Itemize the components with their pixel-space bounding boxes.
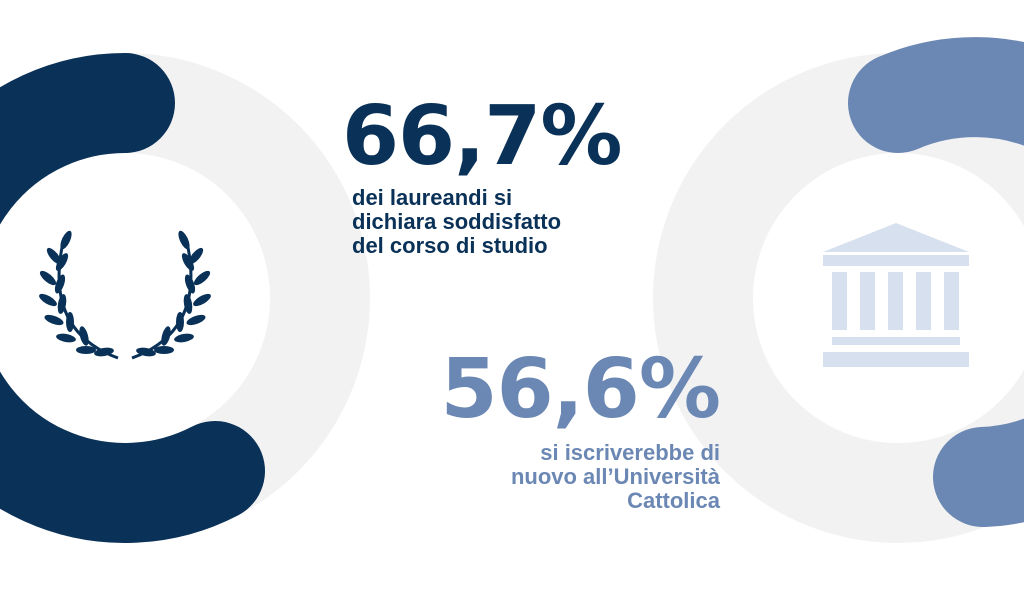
stat-reenroll: 56,6% si iscriverebbe di nuovo all’Unive… (420, 342, 721, 514)
stat-value: 56,6% (440, 342, 721, 437)
stat-satisfaction: 66,7% dei laureandi si dichiara soddisfa… (342, 96, 642, 259)
university-building-icon (823, 223, 969, 367)
laurel-wreath-icon (39, 230, 211, 360)
stat-caption: si iscriverebbe di nuovo all’Università … (510, 440, 720, 514)
donut-progress-left (0, 53, 265, 543)
stat-caption: dei laureandi si dichiara soddisfatto de… (352, 185, 562, 259)
donut-progress-right (848, 37, 1024, 527)
stat-value: 66,7% (342, 89, 622, 184)
